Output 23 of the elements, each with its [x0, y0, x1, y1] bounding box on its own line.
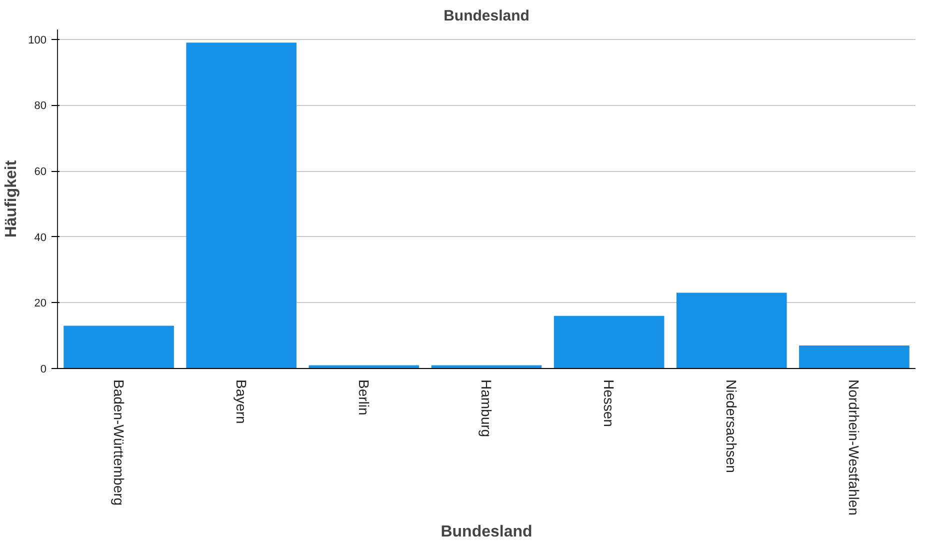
x-axis-title: Bundesland — [440, 523, 532, 540]
y-tick-label: 40 — [34, 232, 47, 244]
x-tick-label: Baden-Württemberg — [110, 380, 127, 506]
x-tick-label: Hamburg — [478, 380, 494, 438]
y-tick-label: 60 — [34, 166, 47, 178]
bar — [799, 345, 910, 368]
x-tick-label: Berlin — [356, 380, 372, 416]
y-tick-label: 100 — [28, 34, 47, 46]
y-tick-label: 20 — [34, 298, 47, 310]
bar — [676, 292, 787, 368]
y-tick-label: 80 — [34, 100, 47, 112]
bar — [64, 326, 174, 368]
y-axis-title: Häufigkeit — [3, 160, 20, 238]
bar — [554, 316, 664, 368]
x-tick-label: Hessen — [601, 380, 618, 427]
bar — [308, 365, 420, 368]
bar — [186, 42, 297, 368]
x-tick-label: Bayern — [233, 380, 250, 424]
y-tick-label: 0 — [40, 364, 47, 376]
x-tick-label: Nordrhein-Westfahlen — [846, 380, 862, 516]
x-tick-label: Niedersachsen — [724, 380, 740, 473]
chart-title: Bundesland — [444, 8, 530, 24]
bar — [431, 365, 542, 368]
